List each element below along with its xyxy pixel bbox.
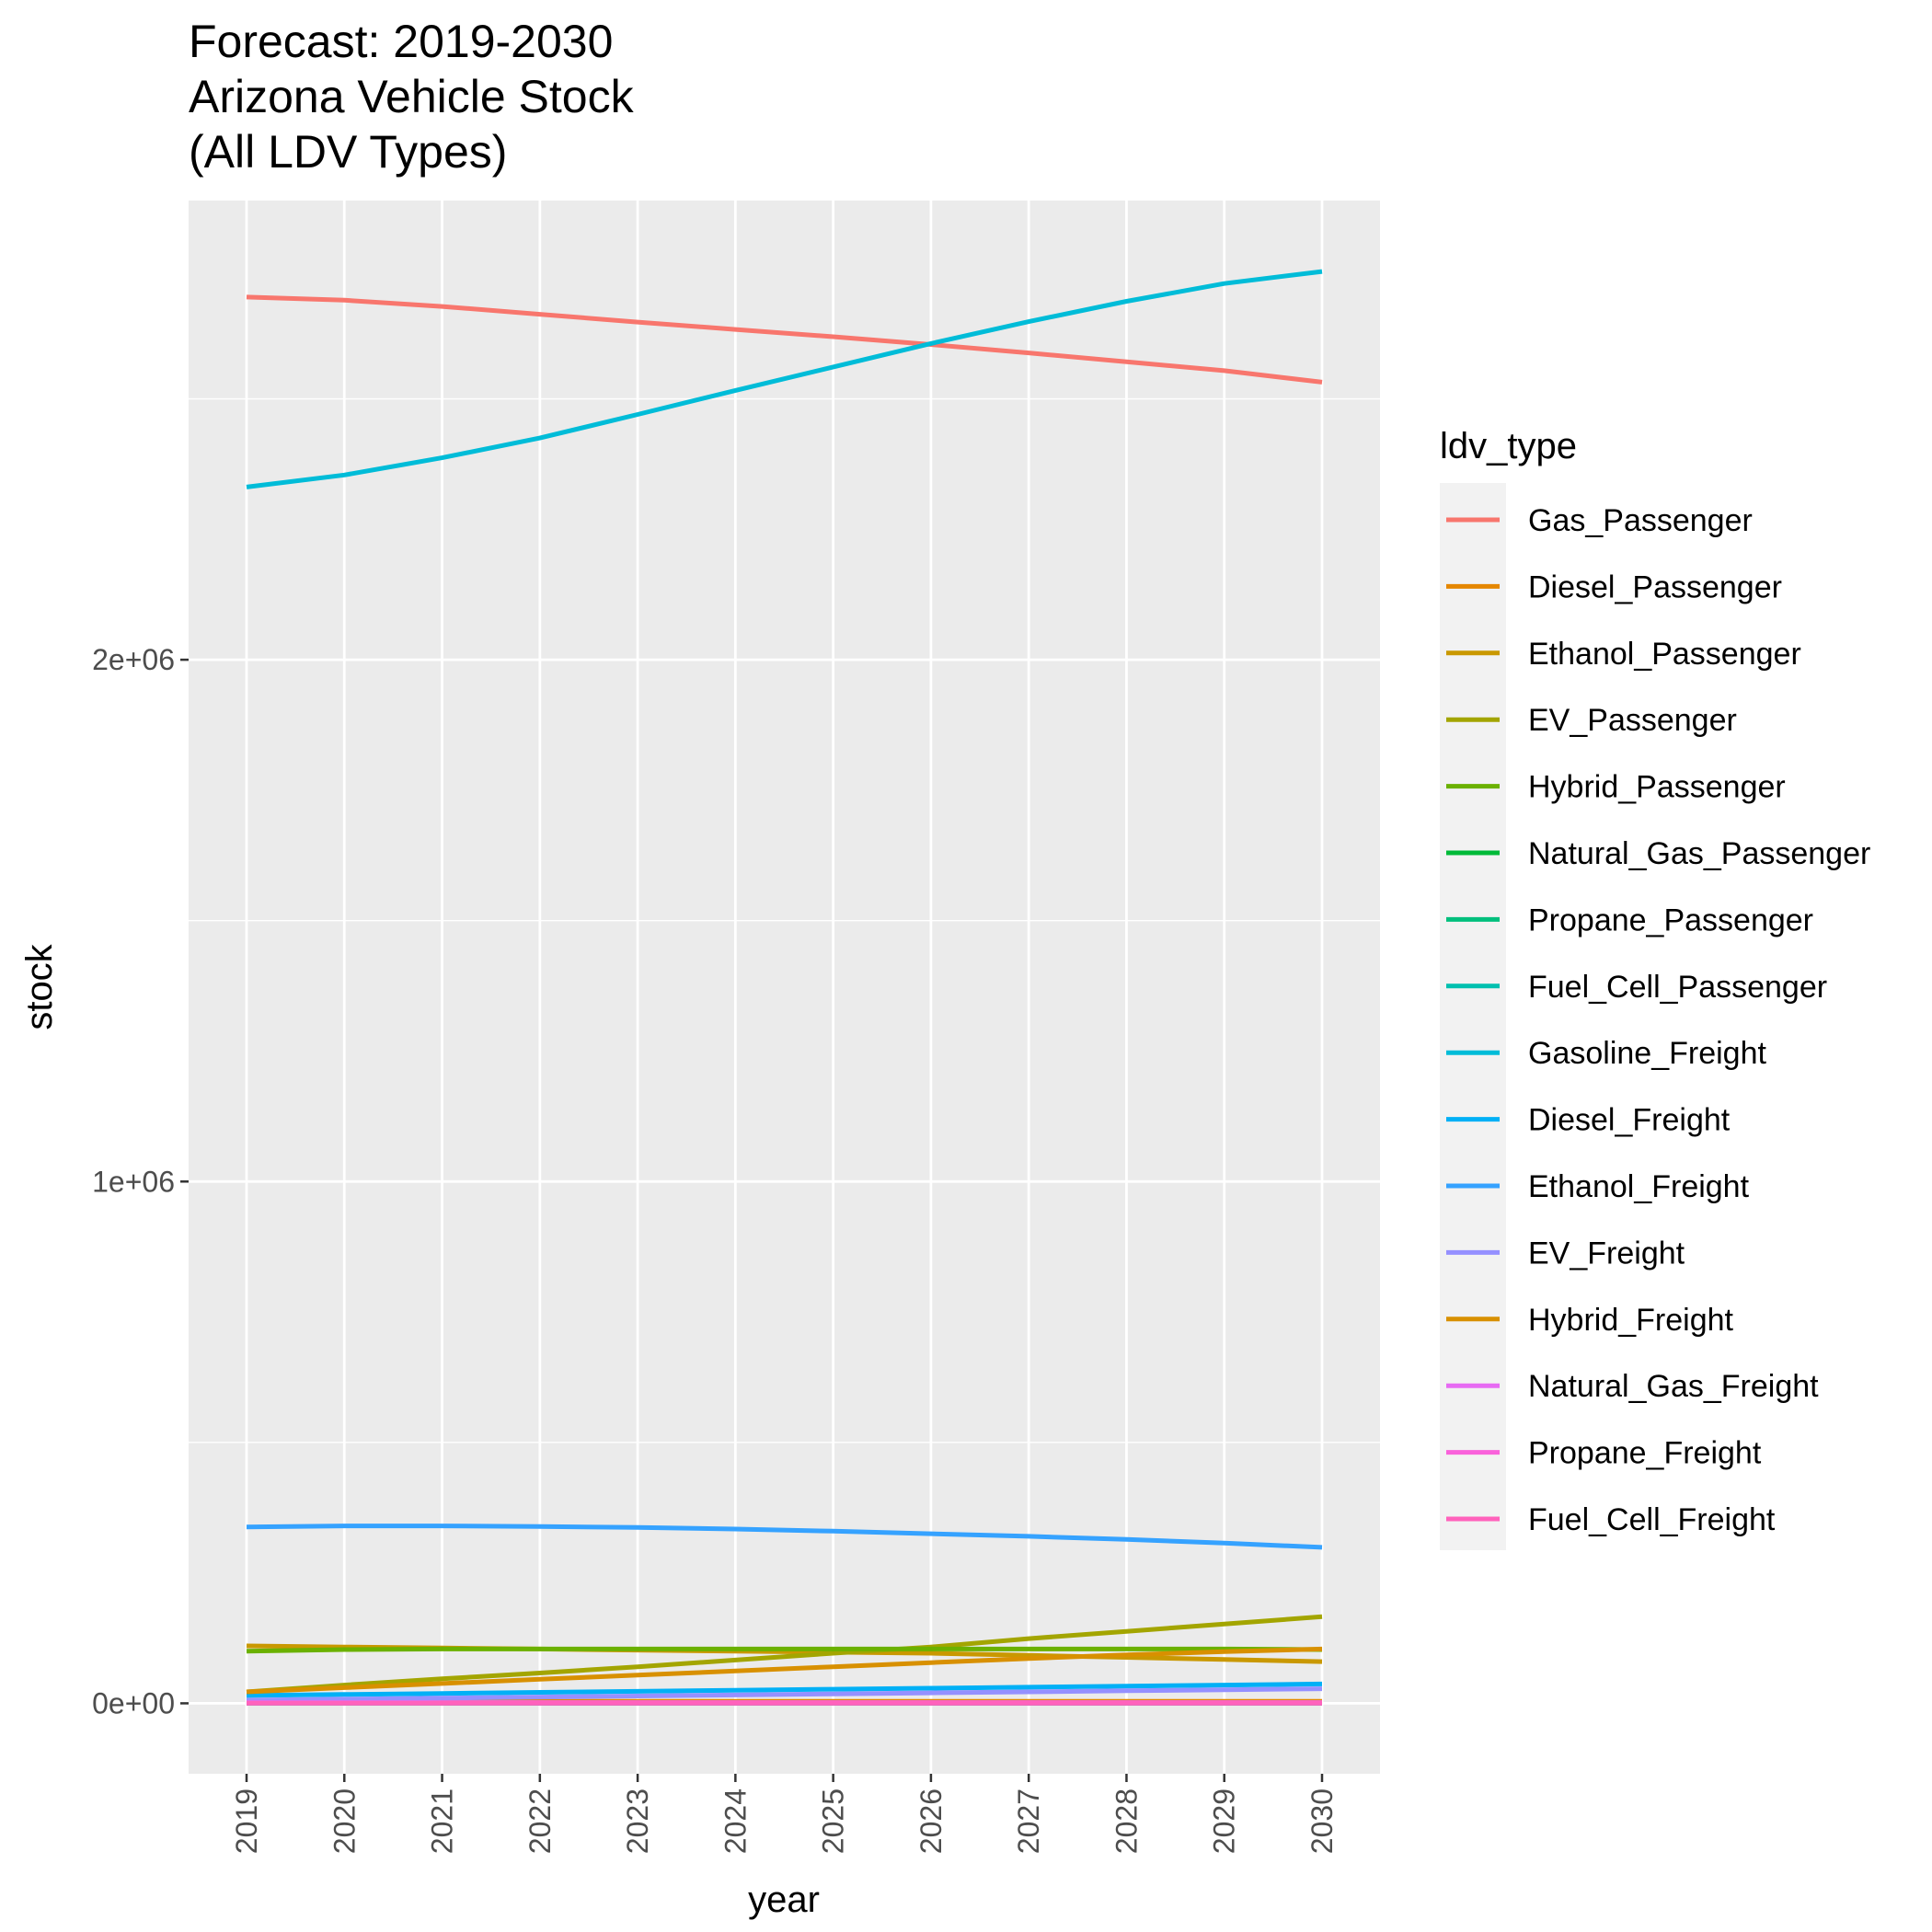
x-tick-label: 2024 xyxy=(719,1788,752,1854)
legend-label: Fuel_Cell_Freight xyxy=(1528,1502,1776,1537)
x-tick-label: 2027 xyxy=(1012,1788,1045,1854)
series-line-gas-passenger xyxy=(246,294,1323,385)
x-tick-label: 2022 xyxy=(523,1788,557,1854)
x-tick-label: 2030 xyxy=(1305,1788,1339,1854)
legend-item-gasoline-freight: Gasoline_Freight xyxy=(1446,1036,1766,1071)
x-tick-label: 2019 xyxy=(230,1788,263,1854)
legend-item-ethanol-passenger: Ethanol_Passenger xyxy=(1446,637,1801,672)
x-axis-label: year xyxy=(748,1880,820,1920)
legend-item-fuel-cell-passenger: Fuel_Cell_Passenger xyxy=(1446,970,1827,1005)
legend-label: Natural_Gas_Passenger xyxy=(1528,836,1870,871)
series-line-diesel-freight xyxy=(246,1681,1323,1698)
legend-label: Hybrid_Passenger xyxy=(1528,770,1786,805)
series-line-ethanol-freight xyxy=(246,1524,1323,1550)
legend-item-propane-passenger: Propane_Passenger xyxy=(1446,903,1813,937)
series-lines xyxy=(246,269,1323,1706)
y-axis: 0e+00 1e+06 2e+06 xyxy=(92,643,189,1719)
chart-title: Forecast: 2019-2030 Arizona Vehicle Stoc… xyxy=(189,16,635,178)
legend-label: Natural_Gas_Freight xyxy=(1528,1369,1819,1404)
legend: ldv_type Gas_Passenger Diesel_Passenger Et… xyxy=(1440,426,1870,1550)
legend-label: Ethanol_Passenger xyxy=(1528,637,1801,672)
legend-label: Hybrid_Freight xyxy=(1528,1303,1734,1338)
legend-item-diesel-passenger: Diesel_Passenger xyxy=(1446,569,1782,604)
legend-label: Gas_Passenger xyxy=(1528,503,1753,538)
legend-title: ldv_type xyxy=(1440,426,1577,466)
x-tick-label: 2026 xyxy=(914,1788,948,1854)
x-tick-label: 2029 xyxy=(1208,1788,1241,1854)
legend-label: EV_Freight xyxy=(1528,1236,1685,1271)
title-line-3: (All LDV Types) xyxy=(189,126,507,178)
legend-item-ev-freight: EV_Freight xyxy=(1446,1236,1685,1271)
legend-label: Fuel_Cell_Passenger xyxy=(1528,970,1827,1005)
y-tick-label: 2e+06 xyxy=(92,643,175,676)
legend-item-hybrid-passenger: Hybrid_Passenger xyxy=(1446,770,1786,805)
legend-item-propane-freight: Propane_Freight xyxy=(1446,1436,1762,1471)
legend-label: Ethanol_Freight xyxy=(1528,1169,1750,1204)
legend-item-natural-gas-freight: Natural_Gas_Freight xyxy=(1446,1369,1819,1404)
legend-item-gas-passenger: Gas_Passenger xyxy=(1446,503,1753,538)
legend-label: Gasoline_Freight xyxy=(1528,1036,1766,1071)
legend-item-fuel-cell-freight: Fuel_Cell_Freight xyxy=(1446,1502,1776,1537)
legend-label: Propane_Freight xyxy=(1528,1436,1762,1471)
series-line-ev-passenger xyxy=(246,1614,1323,1695)
legend-key-background xyxy=(1440,483,1506,1550)
series-line-hybrid-freight xyxy=(246,1646,1323,1695)
x-axis: 2019 2020 2021 2022 2023 2024 2025 2026 2027 2028… xyxy=(230,1774,1339,1854)
grid xyxy=(189,201,1380,1774)
legend-label: Diesel_Freight xyxy=(1528,1103,1731,1138)
legend-item-diesel-freight: Diesel_Freight xyxy=(1446,1103,1731,1138)
x-tick-label: 2020 xyxy=(328,1788,361,1854)
x-tick-label: 2021 xyxy=(426,1788,459,1854)
x-tick-label: 2023 xyxy=(621,1788,654,1854)
legend-label: Diesel_Passenger xyxy=(1528,569,1782,604)
y-axis-label: stock xyxy=(19,943,60,1029)
legend-label: EV_Passenger xyxy=(1528,703,1737,738)
x-tick-label: 2025 xyxy=(817,1788,850,1854)
y-tick-label: 0e+00 xyxy=(92,1686,175,1719)
series-line-hybrid-passenger xyxy=(246,1646,1323,1654)
title-line-2: Arizona Vehicle Stock xyxy=(189,71,635,122)
legend-items: Gas_Passenger Diesel_Passenger Ethanol_Pas… xyxy=(1446,503,1870,1537)
legend-item-hybrid-freight: Hybrid_Freight xyxy=(1446,1303,1734,1338)
legend-item-ethanol-freight: Ethanol_Freight xyxy=(1446,1169,1750,1204)
plot-panel xyxy=(189,201,1380,1774)
legend-item-ev-passenger: EV_Passenger xyxy=(1446,703,1737,738)
y-tick-label: 1e+06 xyxy=(92,1165,175,1198)
x-tick-label: 2028 xyxy=(1110,1788,1143,1854)
series-line-gasoline-freight xyxy=(246,269,1323,489)
legend-item-natural-gas-passenger: Natural_Gas_Passenger xyxy=(1446,836,1870,871)
legend-label: Propane_Passenger xyxy=(1528,903,1813,937)
title-line-1: Forecast: 2019-2030 xyxy=(189,16,613,67)
series-line-ev-freight xyxy=(246,1686,1323,1703)
